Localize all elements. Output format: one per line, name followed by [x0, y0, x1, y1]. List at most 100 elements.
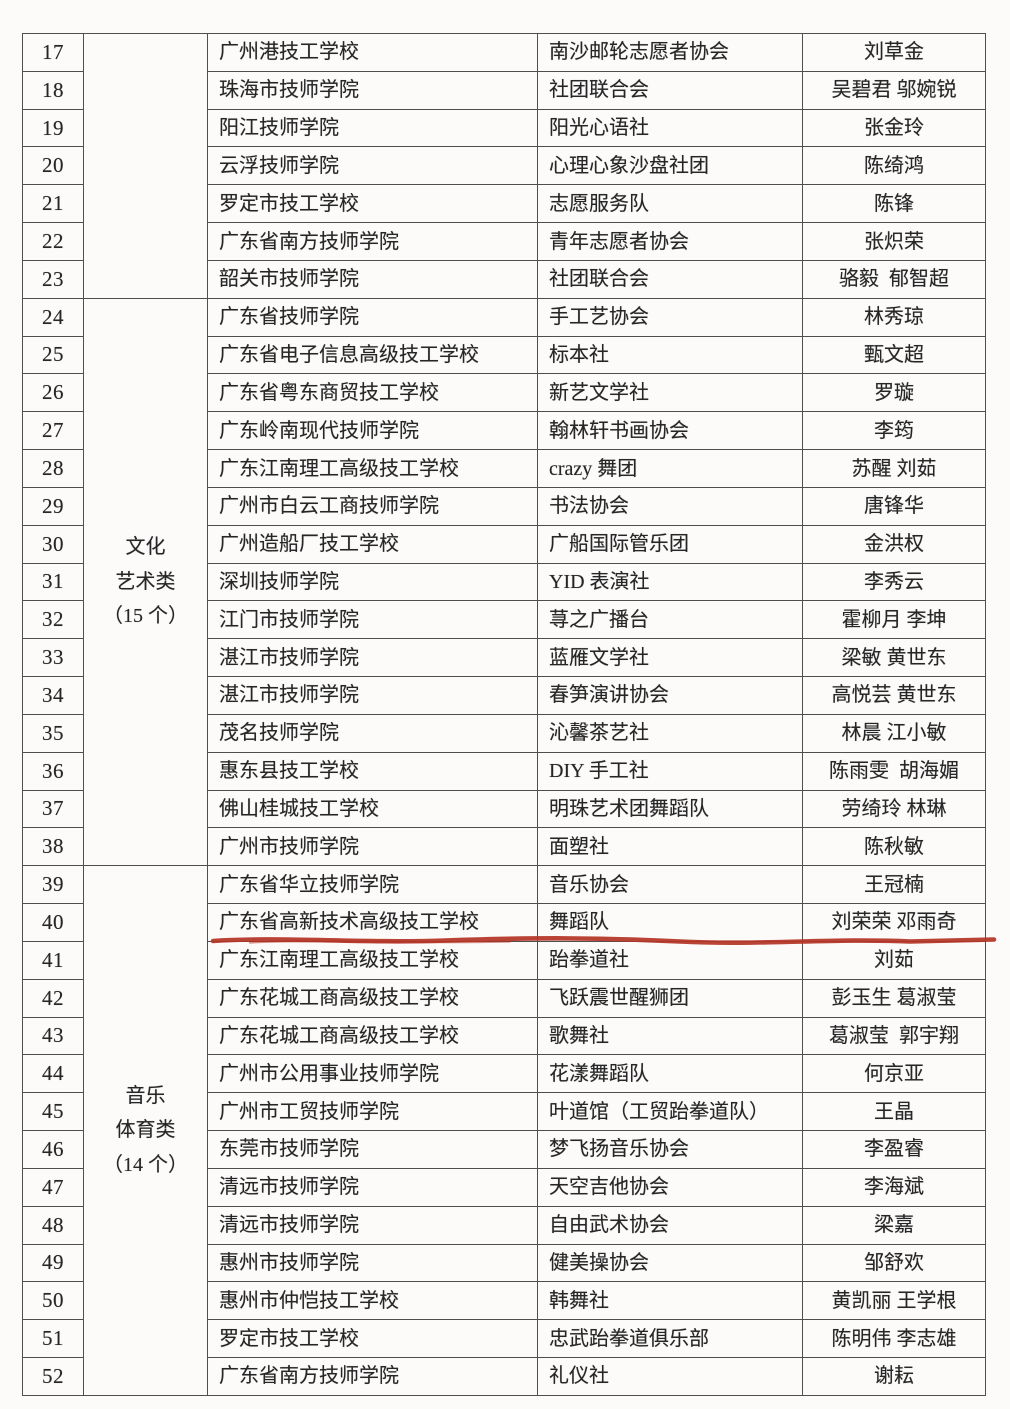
names-cell: 劳绮玲 林琳	[802, 789, 986, 829]
club-cell: 歌舞社	[537, 1016, 803, 1056]
names-cell: 陈绮鸿	[802, 146, 986, 186]
names-cell: 金洪权	[802, 524, 986, 564]
names-cell: 甄文超	[802, 335, 986, 375]
club-cell: 沁馨茶艺社	[537, 713, 803, 753]
school-cell: 广东省电子信息高级技工学校	[207, 335, 538, 375]
category-label-line: （14 个）	[103, 1153, 188, 1176]
row-number-cell: 22	[22, 222, 84, 261]
school-cell: 佛山桂城技工学校	[207, 789, 538, 829]
club-cell: 手工艺协会	[537, 297, 803, 337]
names-cell: 梁敏 黄世东	[802, 638, 986, 678]
category-cell: 音乐 体育类 （14 个）	[83, 865, 208, 1396]
row-number-cell: 34	[22, 676, 84, 715]
table-row: 34 湛江市技师学院 春笋演讲协会 高悦芸 黄世东	[22, 676, 986, 715]
table-row: 41 广东江南理工高级技工学校 跆拳道社 刘茹	[22, 940, 986, 980]
names-cell: 李秀云	[802, 562, 986, 602]
table-row: 23 韶关市技师学院 社团联合会 骆毅 郁智超	[22, 259, 986, 299]
table-row: 37 佛山桂城技工学校 明珠艺术团舞蹈队 劳绮玲 林琳	[22, 789, 986, 829]
club-cell: 面塑社	[537, 827, 803, 867]
row-number-cell: 18	[22, 70, 84, 110]
names-cell: 刘茹	[802, 940, 986, 980]
row-number-cell: 32	[22, 600, 84, 640]
school-cell: 广东省粤东商贸技工学校	[207, 373, 538, 413]
table-row: 39 音乐 体育类 （14 个） 广东省华立技师学院 音乐协会 王冠楠	[22, 865, 986, 1396]
table-row: 44 广州市公用事业技师学院 花漾舞蹈队 何京亚	[22, 1054, 986, 1094]
row-number-cell: 43	[22, 1016, 84, 1056]
names-cell: 刘草金	[802, 33, 986, 72]
club-cell: 自由武术协会	[537, 1205, 803, 1245]
table-row: 50 惠州市仲恺技工学校 韩舞社 黄凯丽 王学根	[22, 1281, 986, 1321]
row-number-cell: 30	[22, 524, 84, 564]
club-cell: 跆拳道社	[537, 940, 803, 980]
row-number-cell: 31	[22, 562, 84, 602]
school-cell: 广东省南方技师学院	[207, 222, 538, 261]
club-cell: 标本社	[537, 335, 803, 375]
category-cell	[83, 33, 208, 299]
row-number-cell: 52	[22, 1356, 84, 1396]
school-cell: 广东省华立技师学院	[207, 865, 538, 905]
row-number-cell: 33	[22, 638, 84, 678]
school-cell: 韶关市技师学院	[207, 259, 538, 299]
row-number-cell: 44	[22, 1054, 84, 1094]
table-row: 45 广州市工贸技师学院 叶道馆（工贸跆拳道队） 王晶	[22, 1092, 986, 1132]
school-cell: 茂名技师学院	[207, 713, 538, 753]
school-cell: 广东省高新技术高级技工学校	[207, 903, 538, 942]
category-cell: 文化 艺术类 （15 个）	[83, 297, 208, 867]
club-cell: 舞蹈队	[537, 903, 803, 942]
names-cell: 张金玲	[802, 108, 986, 148]
names-cell: 陈锋	[802, 184, 986, 224]
school-cell: 深圳技师学院	[207, 562, 538, 602]
school-cell: 惠州市技师学院	[207, 1243, 538, 1283]
club-cell: 天空吉他协会	[537, 1167, 803, 1207]
school-cell: 江门市技师学院	[207, 600, 538, 640]
school-cell: 广东江南理工高级技工学校	[207, 449, 538, 488]
school-cell: 罗定市技工学校	[207, 184, 538, 224]
school-cell: 惠州市仲恺技工学校	[207, 1281, 538, 1321]
table-row: 19 阳江技师学院 阳光心语社 张金玲	[22, 108, 986, 148]
school-cell: 湛江市技师学院	[207, 638, 538, 678]
names-cell: 唐锋华	[802, 486, 986, 526]
names-cell: 葛淑莹 郭宇翔	[802, 1016, 986, 1056]
table-row: 24 文化 艺术类 （15 个） 广东省技师学院 手工艺协会 林秀琼	[22, 297, 986, 867]
club-cell: 忠武跆拳道俱乐部	[537, 1319, 803, 1358]
school-cell: 广州市白云工商技师学院	[207, 486, 538, 526]
names-cell: 邹舒欢	[802, 1243, 986, 1283]
school-cell: 广州市公用事业技师学院	[207, 1054, 538, 1094]
names-cell: 李海斌	[802, 1167, 986, 1207]
row-number-cell: 20	[22, 146, 84, 186]
names-cell: 梁嘉	[802, 1205, 986, 1245]
row-number-cell: 48	[22, 1205, 84, 1245]
club-cell: 韩舞社	[537, 1281, 803, 1321]
row-number-cell: 29	[22, 486, 84, 526]
club-cell: 社团联合会	[537, 70, 803, 110]
school-cell: 广州市技师学院	[207, 827, 538, 867]
table-row: 48 清远市技师学院 自由武术协会 梁嘉	[22, 1205, 986, 1245]
table-row: 18 珠海市技师学院 社团联合会 吴碧君 邬婉锐	[22, 70, 986, 110]
table-row: 25 广东省电子信息高级技工学校 标本社 甄文超	[22, 335, 986, 375]
row-number-cell: 26	[22, 373, 84, 413]
club-cell: 阳光心语社	[537, 108, 803, 148]
table-row: 43 广东花城工商高级技工学校 歌舞社 葛淑莹 郭宇翔	[22, 1016, 986, 1056]
club-roster-table: 17 广州港技工学校 南沙邮轮志愿者协会 刘草金 18 珠海市技师学院 社团联合会 吴碧君 邬…	[22, 33, 986, 1396]
school-cell: 湛江市技师学院	[207, 676, 538, 715]
club-cell: DIY 手工社	[537, 751, 803, 791]
table-row: 40 广东省高新技术高级技工学校 舞蹈队 刘荣荣 邓雨奇	[22, 903, 986, 942]
school-cell: 阳江技师学院	[207, 108, 538, 148]
names-cell: 林晨 江小敏	[802, 713, 986, 753]
row-number-cell: 38	[22, 827, 84, 867]
club-cell: 明珠艺术团舞蹈队	[537, 789, 803, 829]
names-cell: 谢耘	[802, 1356, 986, 1396]
names-cell: 陈明伟 李志雄	[802, 1319, 986, 1358]
club-cell: 心理心象沙盘社团	[537, 146, 803, 186]
club-cell: 新艺文学社	[537, 373, 803, 413]
school-cell: 广东江南理工高级技工学校	[207, 940, 538, 980]
names-cell: 黄凯丽 王学根	[802, 1281, 986, 1321]
table-row: 52 广东省南方技师学院 礼仪社 谢耘	[22, 1356, 986, 1396]
club-cell: 青年志愿者协会	[537, 222, 803, 261]
club-cell: 荨之广播台	[537, 600, 803, 640]
names-cell: 李筠	[802, 411, 986, 451]
table-row: 42 广东花城工商高级技工学校 飞跃震世醒狮团 彭玉生 葛淑莹	[22, 978, 986, 1018]
row-number-cell: 28	[22, 449, 84, 488]
row-number-cell: 24	[22, 297, 84, 337]
row-number-cell: 51	[22, 1319, 84, 1358]
